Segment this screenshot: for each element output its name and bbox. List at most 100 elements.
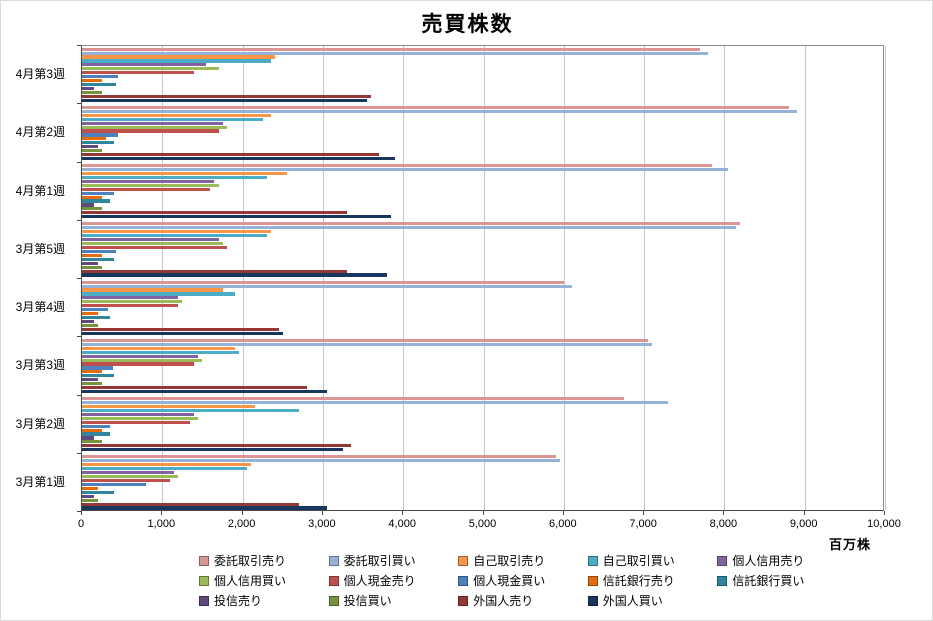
bar-個人信用売り-3月第1週 xyxy=(82,471,175,475)
legend-item: 投信売り xyxy=(199,592,329,609)
legend-item: 自己取引買い xyxy=(587,552,718,569)
legend-item: 個人現金売り xyxy=(328,572,459,589)
bar-外国人買い-3月第3週 xyxy=(82,389,327,394)
gridline-9000 xyxy=(804,46,806,510)
bar-個人信用売り-4月第2週 xyxy=(82,121,223,125)
bar-外国人売り-3月第2週 xyxy=(82,444,351,448)
bar-信託銀行売り-3月第3週 xyxy=(82,370,103,374)
bar-個人現金買い-4月第2週 xyxy=(82,133,119,137)
bar-自己取引買い-4月第1週 xyxy=(82,175,267,180)
bar-信託銀行売り-4月第3週 xyxy=(82,79,103,83)
gridline-10000 xyxy=(885,46,886,510)
y-axis: 4月第3週 4月第2週 4月第1週 3月第5週 3月第4週 3月第3週 3月第2週 3月第1週 xyxy=(1,45,81,512)
bar-個人現金買い-3月第3週 xyxy=(82,366,113,370)
bar-信託銀行買い-3月第1週 xyxy=(82,490,115,494)
bar-投信買い-3月第2週 xyxy=(82,440,103,444)
bar-個人現金買い-3月第2週 xyxy=(82,424,111,428)
bar-信託銀行買い-3月第4週 xyxy=(82,315,111,320)
bar-自己取引売り-3月第3週 xyxy=(82,346,235,350)
bar-個人現金売り-3月第1週 xyxy=(82,478,171,483)
bar-個人現金売り-3月第5週 xyxy=(82,245,227,250)
gridline-6000 xyxy=(563,46,565,510)
legend-swatch-icon xyxy=(587,575,598,586)
legend-item: 個人信用買い xyxy=(199,572,329,589)
y-axis-label: 4月第3週 xyxy=(15,67,65,82)
bar-自己取引買い-4月第2週 xyxy=(82,117,263,121)
x-axis-label: 1,000 xyxy=(147,518,176,530)
bar-個人信用売り-4月第3週 xyxy=(82,63,207,67)
bar-個人現金売り-4月第1週 xyxy=(82,187,211,191)
bar-自己取引売り-4月第2週 xyxy=(82,113,271,117)
plot-area xyxy=(81,45,886,511)
bar-個人現金売り-3月第3週 xyxy=(82,362,195,366)
bar-委託取引売り-3月第3週 xyxy=(82,338,649,342)
legend-item: 信託銀行買い xyxy=(717,572,847,589)
bar-個人信用売り-3月第3週 xyxy=(82,354,199,358)
bar-自己取引買い-3月第5週 xyxy=(82,234,267,238)
bar-個人現金売り-4月第3週 xyxy=(82,71,195,75)
x-axis-tick xyxy=(241,511,243,515)
bar-投信買い-3月第1週 xyxy=(82,498,99,502)
bar-外国人買い-3月第1週 xyxy=(82,506,327,510)
bar-投信売り-4月第1週 xyxy=(82,203,95,207)
bar-信託銀行買い-4月第2週 xyxy=(82,141,115,145)
x-axis-tick xyxy=(803,511,805,515)
bar-個人現金買い-3月第1週 xyxy=(82,482,147,486)
y-axis-label: 4月第2週 xyxy=(15,125,65,140)
bar-個人信用買い-4月第3週 xyxy=(82,67,219,71)
legend-swatch-icon xyxy=(587,595,598,606)
bar-投信売り-3月第1週 xyxy=(82,494,95,498)
legend-swatch-icon xyxy=(587,555,598,566)
bar-信託銀行売り-4月第1週 xyxy=(82,195,103,199)
bar-投信買い-4月第3週 xyxy=(82,90,103,94)
legend-item: 外国人売り xyxy=(458,592,588,609)
bar-個人現金売り-4月第2週 xyxy=(82,129,219,133)
bar-個人現金売り-3月第4週 xyxy=(82,304,179,308)
bar-個人信用買い-4月第2週 xyxy=(82,125,227,129)
legend-swatch-icon xyxy=(199,575,209,586)
legend-swatch-icon xyxy=(458,575,469,586)
bar-個人信用売り-3月第2週 xyxy=(82,412,195,416)
bar-投信買い-4月第1週 xyxy=(82,207,103,211)
gridline-2000 xyxy=(242,46,244,510)
legend-label: 委託取引買い xyxy=(343,554,416,568)
bar-投信買い-3月第4週 xyxy=(82,323,99,327)
bar-自己取引売り-4月第1週 xyxy=(82,171,287,176)
bar-投信売り-4月第3週 xyxy=(82,86,95,91)
x-axis-label: 3,000 xyxy=(308,518,336,530)
bar-個人信用買い-4月第1週 xyxy=(82,183,219,187)
bar-信託銀行売り-3月第2週 xyxy=(82,428,103,432)
y-axis-tick xyxy=(77,452,81,454)
bar-自己取引買い-3月第4週 xyxy=(82,292,235,296)
bar-信託銀行買い-3月第5週 xyxy=(82,257,115,261)
bar-委託取引売り-3月第1週 xyxy=(82,455,556,459)
bar-委託取引買い-3月第4週 xyxy=(82,284,572,288)
bar-自己取引買い-3月第1週 xyxy=(82,467,247,471)
bar-外国人売り-4月第1週 xyxy=(82,211,347,215)
legend-item: 投信買い xyxy=(328,592,459,609)
legend-item: 自己取引売り xyxy=(458,552,588,569)
bar-外国人買い-4月第3週 xyxy=(82,98,368,102)
x-axis-label: 0 xyxy=(77,518,85,530)
bar-外国人買い-4月第1週 xyxy=(82,215,392,219)
bar-個人現金買い-3月第4週 xyxy=(82,308,109,312)
legend-label: 投信買い xyxy=(343,594,392,608)
x-axis: 0 1,000 2,000 3,000 4,000 5,000 6,000 7,000 8,00… xyxy=(78,511,901,541)
bar-委託取引売り-4月第3週 xyxy=(82,47,701,51)
y-axis-tick xyxy=(77,103,81,105)
bar-委託取引売り-3月第2週 xyxy=(82,397,625,401)
bar-投信売り-3月第5週 xyxy=(82,261,99,265)
chart-title: 売買株数 xyxy=(421,13,514,36)
x-axis-tick xyxy=(723,511,725,515)
legend-swatch-icon xyxy=(717,555,728,566)
bar-信託銀行買い-4月第3週 xyxy=(82,82,116,87)
bar-自己取引売り-3月第1週 xyxy=(82,463,251,467)
gridline-5000 xyxy=(483,46,485,510)
bar-信託銀行買い-3月第2週 xyxy=(82,432,111,436)
legend-label: 自己取引買い xyxy=(602,554,675,568)
bar-投信買い-3月第3週 xyxy=(82,382,103,386)
bar-外国人売り-3月第3週 xyxy=(82,386,307,390)
bar-委託取引売り-3月第4週 xyxy=(82,280,564,284)
bar-外国人売り-3月第5週 xyxy=(82,269,347,273)
legend-label: 投信売り xyxy=(214,594,263,608)
